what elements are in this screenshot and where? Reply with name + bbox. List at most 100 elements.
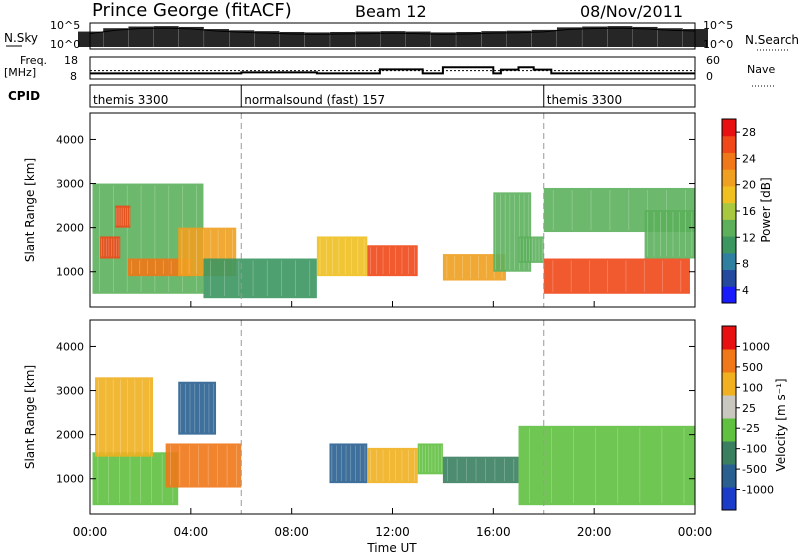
noise-bar [128,26,154,47]
colorbar-swatch [722,464,736,488]
noise-right-tick-top: 10^5 [703,19,733,32]
noise-bar [355,31,381,47]
colorbar-tick-label: -1000 [742,484,774,497]
colorbar-swatch [722,441,736,465]
y-tick-label: 3000 [56,385,84,398]
y-tick-label: 1000 [56,266,84,279]
colorbar-tick-label: 16 [742,205,756,218]
colorbar-swatch [722,119,736,137]
noise-left-tick-top: 10^5 [50,19,80,32]
colorbar-tick-label: -100 [742,443,767,456]
noise-bar [632,26,658,47]
y-tick-label: 2000 [56,222,84,235]
colorbar-swatch [722,372,736,396]
noise-left-label: N.Sky [4,31,38,45]
cpid-segment-label: normalsound (fast) 157 [244,93,385,107]
heatmap-cell [92,452,179,506]
velocity-ylabel: Slant Range [km] [23,365,37,469]
noise-bar [531,29,557,47]
colorbar-swatch [722,269,736,287]
noise-bar [607,26,633,47]
colorbar-swatch [722,395,736,419]
noise-bar [254,31,280,47]
noise-bar [556,27,582,47]
cpid-panel: CPID themis 3300 normalsound (fast) 157 th… [8,84,696,108]
heatmap-cell [316,236,368,277]
x-axis-label: Time UT [366,541,417,554]
colorbar-swatch [722,185,736,204]
x-tick-label: 04:00 [174,525,209,539]
noise-bar [330,31,356,47]
noise-spikes [78,26,708,47]
y-tick-label: 4000 [56,133,84,146]
x-tick-label: 12:00 [375,525,410,539]
cpid-segment-label: themis 3300 [93,93,168,107]
noise-bar [683,29,708,47]
colorbar-tick-label: 100 [742,381,763,394]
colorbar-swatch [722,202,736,220]
heatmap-cell [329,443,368,484]
x-tick-label: 16:00 [476,525,511,539]
noise-bar [430,32,456,47]
x-tick-label: 00:00 [678,525,713,539]
heatmap-cell [95,377,154,457]
freq-left-tick-top: 18 [64,54,78,67]
freq-left-unit: [MHz] [4,66,36,79]
heatmap-cell [518,425,695,506]
colorbar-tick-label: 20 [742,179,756,192]
power-cbar-label: Power [dB] [759,177,773,242]
y-tick-label: 4000 [56,340,84,353]
heatmap-cell [367,447,418,484]
noise-bar [405,31,431,47]
noise-bar [304,32,330,47]
colorbar-tick-label: -500 [742,463,767,476]
station-title: Prince George (fitACF) [92,0,292,21]
colorbar-tick-label: 24 [742,152,756,165]
power-panel: 1000 2000 3000 4000 Slant Range [km] 4 8 12 16… [23,112,773,308]
colorbar-swatch [722,349,736,373]
colorbar-swatch [722,487,736,511]
colorbar-tick-label: 4 [742,284,749,297]
freq-right-label: Nave [747,63,775,76]
heatmap-cell [543,258,690,294]
colorbar-swatch [722,286,736,304]
colorbar-tick-label: 1000 [742,340,770,353]
y-tick-label: 2000 [56,429,84,442]
heatmap-cell [178,381,217,435]
colorbar-tick-label: -25 [742,422,760,435]
colorbar-swatch [722,326,736,350]
heatmap-cell [367,245,418,277]
noise-bar [657,28,683,47]
freq-right-tick-top: 60 [706,54,720,67]
heatmap-cell [417,443,443,475]
x-tick-label: 20:00 [577,525,612,539]
noise-right-label: N.Search [745,33,799,47]
freq-panel: Freq. [MHz] 18 8 60 0 Nave [4,54,776,87]
colorbar-swatch [722,219,736,237]
colorbar-swatch [722,135,736,153]
noise-bar [103,28,129,47]
colorbar-tick-label: 8 [742,258,749,271]
colorbar-tick-label: 12 [742,231,756,244]
heatmap-cell [203,258,317,299]
noise-bar [153,26,179,47]
y-tick-label: 1000 [56,473,84,486]
noise-bar [178,26,204,47]
heatmap-cell [100,236,121,259]
noise-bar [506,30,532,47]
colorbar-swatch [722,236,736,254]
heatmap-cell [644,210,695,259]
colorbar-swatch [722,252,736,271]
noise-bar [78,31,103,47]
noise-bar [279,31,305,47]
noise-left-tick-bottom: 10^0 [50,38,80,51]
x-tick-label: 00:00 [73,525,108,539]
noise-bar [229,30,255,47]
noise-bar [481,31,507,47]
noise-bar [456,31,482,47]
velocity-cbar-label: Velocity [m s⁻¹] [774,378,788,471]
y-tick-label: 3000 [56,178,84,191]
noise-right-tick-bottom: 10^0 [703,38,733,51]
colorbar-swatch [722,152,736,170]
